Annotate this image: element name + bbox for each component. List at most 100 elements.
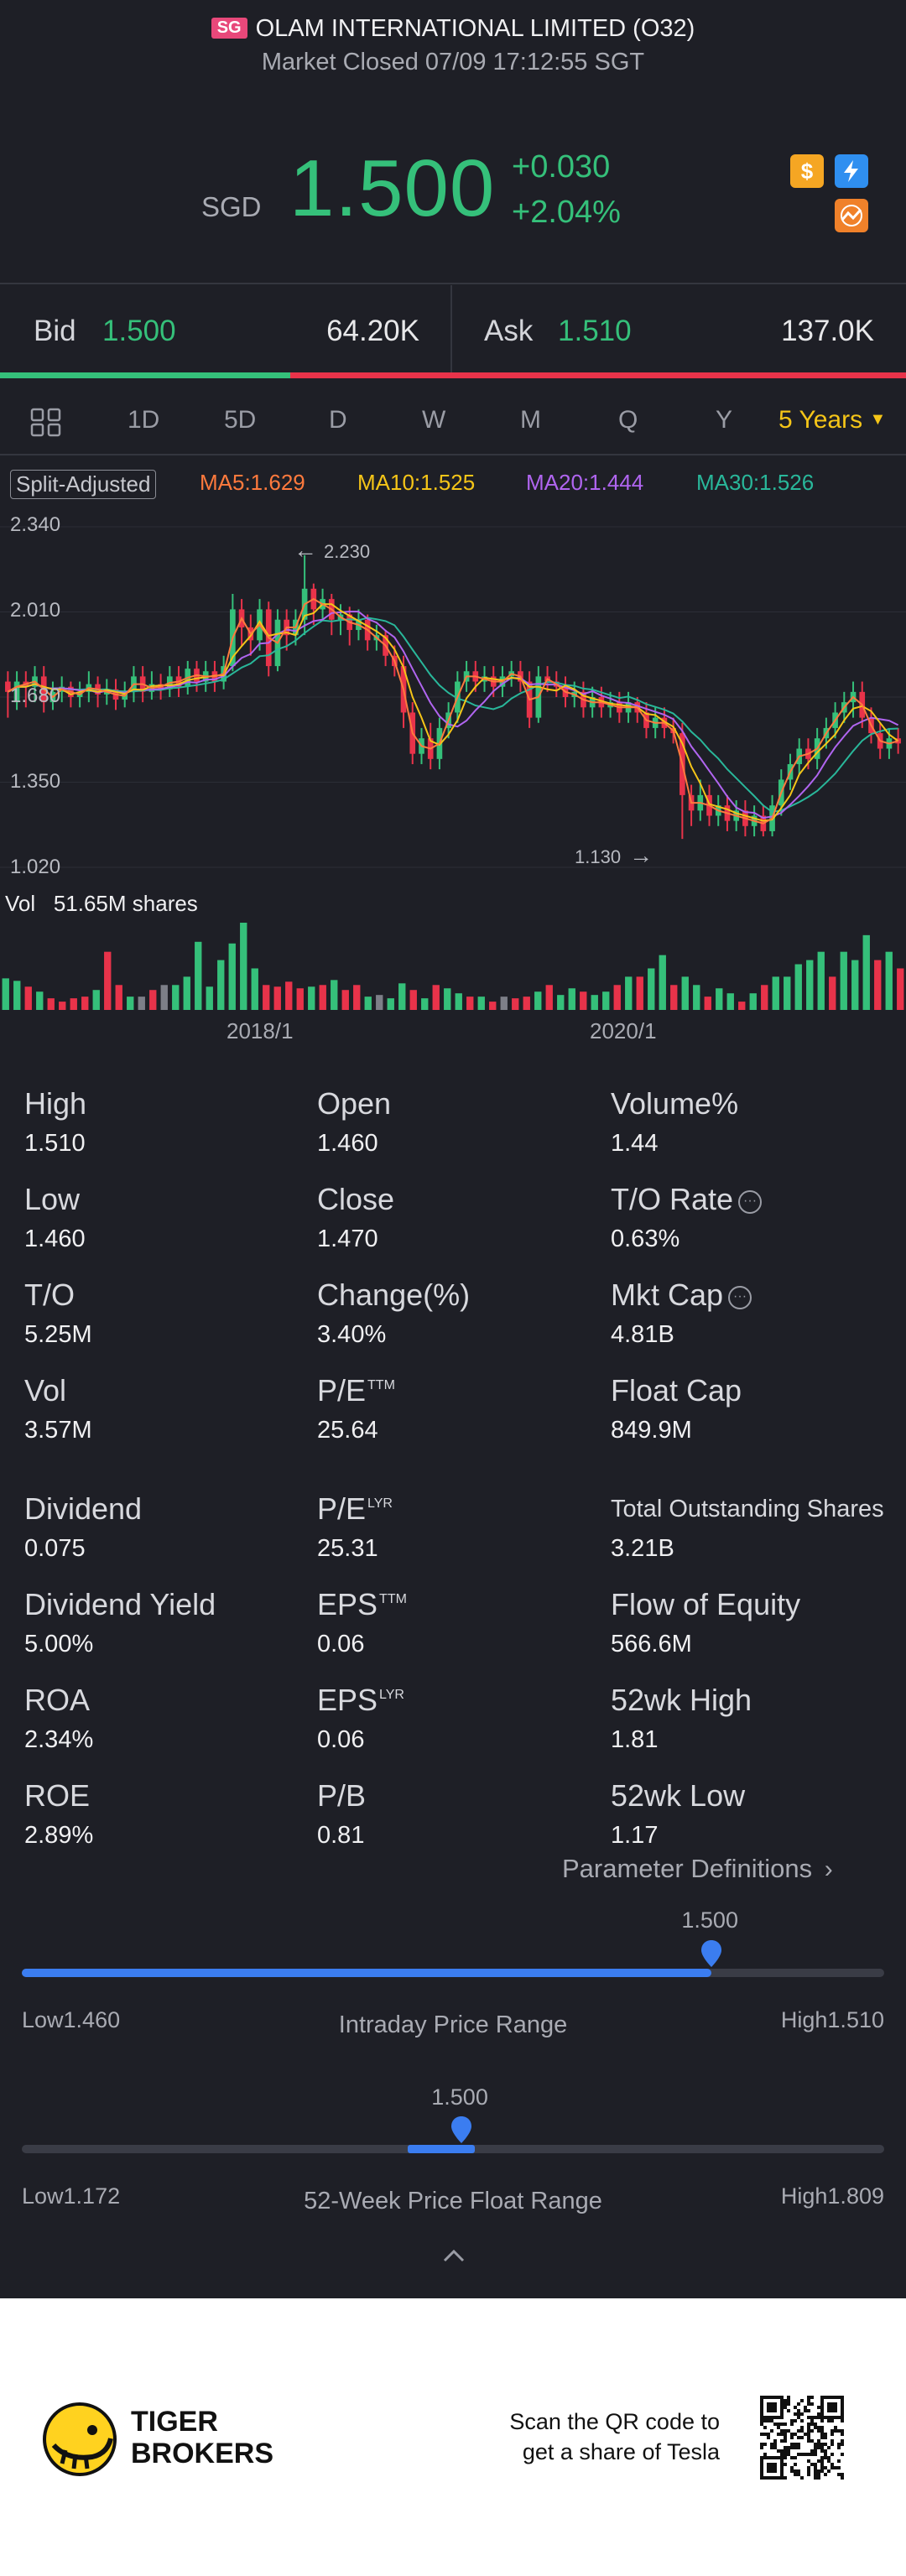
tab-w[interactable]: W bbox=[422, 406, 446, 434]
bid-price[interactable]: 1.500 bbox=[102, 315, 176, 347]
candle bbox=[310, 583, 317, 625]
x-tick-label: 2020/1 bbox=[590, 1018, 657, 1043]
tab-1d[interactable]: 1D bbox=[128, 406, 160, 434]
volume-bar bbox=[885, 951, 893, 1010]
stat-label-text: Open bbox=[317, 1086, 392, 1121]
promo-footer: TIGER BROKERS Scan the QR code to get a … bbox=[0, 2298, 906, 2576]
stat-value: 1.510 bbox=[24, 1130, 86, 1157]
volume-bar bbox=[341, 990, 349, 1010]
stat-value: 3.40% bbox=[317, 1321, 387, 1348]
stat-label-text: EPS bbox=[317, 1683, 378, 1717]
volume-bar bbox=[602, 991, 610, 1010]
volume-bar bbox=[138, 997, 145, 1010]
stat-value: 566.6M bbox=[611, 1631, 692, 1657]
y-tick-label: 1.680 bbox=[10, 684, 61, 707]
volume-bar bbox=[206, 986, 213, 1010]
week52-range-track bbox=[22, 2145, 884, 2153]
stat-label-superscript: TTM bbox=[379, 1592, 407, 1606]
stat-label[interactable]: T/O Rate ··· bbox=[611, 1182, 763, 1217]
ask-label: Ask bbox=[484, 315, 534, 347]
chevron-up-icon[interactable] bbox=[442, 2248, 466, 2267]
bid-ask-ratio-bar bbox=[0, 372, 906, 378]
volume-bar bbox=[172, 985, 180, 1010]
tab-5-years[interactable]: 5 Years ▼ bbox=[778, 406, 886, 435]
stat-value: 0.075 bbox=[24, 1535, 86, 1562]
volume-bar bbox=[659, 955, 666, 1010]
candlestick-chart[interactable] bbox=[0, 512, 906, 881]
stat-value: 3.21B bbox=[611, 1535, 674, 1562]
stat-label: ROE bbox=[24, 1778, 90, 1814]
stat-label-text: Close bbox=[317, 1182, 395, 1216]
bid-volume: 64.20K bbox=[326, 315, 419, 347]
week52-range-fill bbox=[408, 2145, 476, 2153]
lightning-icon[interactable] bbox=[835, 154, 868, 188]
qr-code[interactable] bbox=[760, 2396, 844, 2480]
stat-label: Vol bbox=[24, 1373, 66, 1408]
bid-label: Bid bbox=[34, 315, 76, 347]
info-icon[interactable]: ··· bbox=[728, 1286, 752, 1309]
volume-bar bbox=[331, 980, 338, 1010]
tab-5d[interactable]: 5D bbox=[224, 406, 257, 434]
tab-q[interactable]: Q bbox=[618, 406, 638, 434]
volume-bar bbox=[240, 923, 247, 1010]
volume-bar bbox=[296, 988, 304, 1010]
volume-bar bbox=[432, 985, 440, 1010]
volume-bar bbox=[228, 943, 236, 1010]
volume-bar bbox=[115, 985, 122, 1010]
chart-swap-icon[interactable] bbox=[835, 199, 868, 232]
intraday-current-label: 1.500 bbox=[681, 1907, 738, 1933]
tab-d[interactable]: D bbox=[329, 406, 347, 434]
ma5-line bbox=[7, 597, 898, 825]
volume-bar bbox=[263, 985, 270, 1010]
stat-label-text: Dividend Yield bbox=[24, 1587, 216, 1621]
tiger-logo-icon bbox=[42, 2402, 117, 2481]
week52-low: Low1.172 bbox=[22, 2183, 121, 2209]
dollar-icon[interactable]: $ bbox=[790, 154, 824, 188]
stat-label-text: P/E bbox=[317, 1373, 367, 1408]
stat-value: 25.64 bbox=[317, 1417, 378, 1444]
volume-bar bbox=[2, 978, 9, 1010]
stat-label[interactable]: Mkt Cap ··· bbox=[611, 1278, 752, 1313]
volume-bar bbox=[376, 995, 383, 1010]
stat-value: 3.57M bbox=[24, 1417, 92, 1444]
stat-label: Open bbox=[317, 1086, 391, 1121]
volume-bar bbox=[104, 951, 112, 1010]
stat-label: Dividend Yield bbox=[24, 1587, 216, 1622]
stat-value: 1.17 bbox=[611, 1822, 659, 1849]
volume-bar bbox=[738, 1002, 746, 1010]
candle bbox=[5, 671, 11, 718]
tab-m[interactable]: M bbox=[520, 406, 541, 434]
split-adjusted-toggle[interactable]: Split-Adjusted bbox=[10, 470, 157, 499]
volume-bar bbox=[749, 993, 757, 1010]
stat-label: P/E LYR bbox=[317, 1491, 393, 1527]
brand-name-line2: BROKERS bbox=[131, 2438, 274, 2469]
parameter-definitions-link[interactable]: Parameter Definitions › bbox=[562, 1854, 833, 1884]
stat-value: 0.63% bbox=[611, 1226, 680, 1252]
stat-label-text: ROE bbox=[24, 1778, 91, 1813]
volume-bar bbox=[806, 960, 814, 1010]
stat-label-text: P/B bbox=[317, 1778, 367, 1813]
info-icon[interactable]: ··· bbox=[738, 1190, 763, 1214]
volume-bar bbox=[670, 985, 678, 1010]
stat-label-text: Change(%) bbox=[317, 1278, 471, 1312]
stat-label-text: Dividend bbox=[24, 1491, 143, 1526]
candle bbox=[697, 779, 704, 821]
chevron-down-icon: ▼ bbox=[869, 410, 887, 429]
volume-bar bbox=[851, 960, 859, 1010]
volume-bar bbox=[580, 991, 587, 1010]
stat-value: 849.9M bbox=[611, 1417, 692, 1444]
intraday-high: High1.510 bbox=[780, 2007, 884, 2032]
volume-chart[interactable] bbox=[0, 919, 906, 1012]
volume-bar bbox=[862, 934, 870, 1010]
stat-label-superscript: TTM bbox=[367, 1378, 395, 1392]
tab-y[interactable]: Y bbox=[716, 406, 733, 434]
stat-label: 52wk Low bbox=[611, 1778, 745, 1814]
volume-bar bbox=[24, 986, 32, 1010]
volume-bar bbox=[466, 997, 474, 1010]
volume-bar bbox=[874, 960, 882, 1010]
ask-price[interactable]: 1.510 bbox=[558, 315, 632, 347]
week52-range-title: 52-Week Price Float Range bbox=[304, 2188, 602, 2214]
candle bbox=[13, 671, 20, 710]
stat-label: Change(%) bbox=[317, 1278, 470, 1313]
grid-icon[interactable] bbox=[30, 408, 62, 442]
